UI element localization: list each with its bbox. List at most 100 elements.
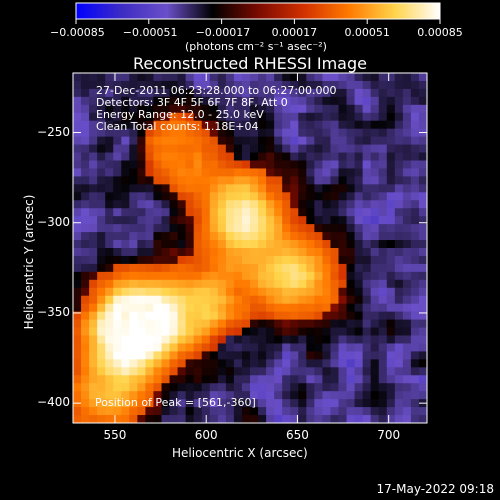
heatmap-cell	[354, 128, 364, 138]
heatmap-cell	[241, 232, 251, 241]
heatmap-cell	[298, 160, 307, 170]
heatmap-cell	[185, 407, 195, 416]
heatmap-cell	[121, 88, 130, 98]
heatmap-cell	[97, 391, 106, 400]
heatmap-cell	[241, 248, 251, 257]
heatmap-cell	[153, 240, 163, 249]
heatmap-cell	[225, 168, 235, 178]
heatmap-cell	[354, 73, 364, 82]
heatmap-cell	[97, 375, 106, 384]
heatmap-cell	[97, 144, 106, 154]
heatmap-cell	[274, 192, 283, 201]
heatmap-cell	[274, 399, 283, 408]
heatmap-cell	[169, 327, 179, 337]
heatmap-cell	[209, 407, 219, 416]
heatmap-cell	[394, 327, 404, 337]
heatmap-cell	[113, 263, 122, 273]
heatmap-cell	[177, 343, 187, 353]
heatmap-cell	[225, 200, 235, 209]
heatmap-cell	[193, 367, 203, 376]
heatmap-cell	[161, 311, 171, 321]
heatmap-cell	[73, 255, 82, 265]
heatmap-cell	[418, 184, 427, 193]
heatmap-cell	[402, 144, 412, 154]
heatmap-cell	[105, 144, 114, 154]
heatmap-cell	[177, 73, 187, 82]
heatmap-cell	[346, 136, 356, 146]
heatmap-cell	[314, 351, 324, 360]
heatmap-cell	[113, 104, 122, 114]
heatmap-cell	[225, 224, 235, 233]
heatmap-cell	[89, 311, 98, 321]
y-tick-label: −400	[37, 395, 70, 410]
heatmap-cell	[89, 327, 98, 337]
heatmap-cell	[161, 152, 171, 162]
heatmap-cell	[394, 351, 404, 360]
heatmap-cell	[113, 279, 122, 289]
heatmap-cell	[209, 128, 219, 138]
heatmap-cell	[153, 351, 163, 360]
heatmap-cell	[193, 240, 203, 249]
heatmap-cell	[89, 160, 98, 170]
heatmap-cell	[386, 391, 396, 400]
heatmap-cell	[370, 287, 380, 297]
heatmap-cell	[306, 263, 315, 273]
heatmap-cell	[306, 327, 315, 337]
heatmap-cell	[81, 144, 90, 154]
heatmap-cell	[386, 367, 396, 376]
heatmap-cell	[137, 192, 147, 201]
heatmap-cell	[386, 351, 396, 360]
heatmap-cell	[193, 200, 203, 209]
heatmap-cell	[177, 295, 187, 305]
heatmap-cell	[362, 176, 372, 185]
heatmap-cell	[169, 144, 179, 154]
heatmap-cell	[354, 327, 364, 337]
heatmap-cell	[145, 311, 155, 321]
heatmap-cell	[330, 311, 340, 321]
heatmap-cell	[177, 351, 187, 360]
heatmap-cell	[338, 88, 348, 98]
heatmap-cell	[153, 311, 163, 321]
heatmap-cell	[193, 375, 203, 384]
heatmap-cell	[113, 88, 122, 98]
heatmap-cell	[330, 335, 340, 345]
heatmap-cell	[418, 327, 427, 337]
heatmap-cell	[282, 73, 291, 82]
heatmap-cell	[73, 383, 82, 392]
heatmap-cell	[161, 359, 171, 368]
heatmap-cell	[306, 120, 315, 130]
heatmap-cell	[282, 295, 291, 305]
heatmap-cell	[81, 399, 90, 408]
heatmap-cell	[145, 359, 155, 368]
heatmap-cell	[161, 415, 171, 423]
heatmap-cell	[250, 240, 259, 249]
heatmap-cell	[209, 160, 219, 170]
heatmap-cell	[121, 112, 130, 122]
heatmap-cell	[233, 399, 243, 408]
heatmap-cell	[394, 176, 404, 185]
heatmap-cell	[73, 415, 82, 423]
heatmap-cell	[322, 112, 332, 122]
heatmap-cell	[250, 319, 259, 329]
heatmap-cell	[137, 160, 147, 170]
heatmap-cell	[250, 263, 259, 273]
heatmap-cell	[153, 184, 163, 193]
heatmap-cell	[370, 184, 380, 193]
heatmap-cell	[201, 160, 211, 170]
heatmap-cell	[137, 255, 147, 265]
heatmap-cell	[177, 367, 187, 376]
heatmap-cell	[185, 224, 195, 233]
heatmap-cell	[354, 359, 364, 368]
heatmap-cell	[177, 208, 187, 217]
heatmap-cell	[193, 144, 203, 154]
heatmap-cell	[290, 263, 299, 273]
heatmap-cell	[201, 248, 211, 257]
heatmap-cell	[73, 335, 82, 345]
heatmap-cell	[153, 255, 163, 265]
heatmap-cell	[153, 80, 163, 90]
heatmap-cell	[89, 192, 98, 201]
heatmap-cell	[410, 399, 420, 408]
heatmap-cell	[105, 287, 114, 297]
heatmap-cell	[113, 343, 122, 353]
heatmap-cell	[354, 391, 364, 400]
